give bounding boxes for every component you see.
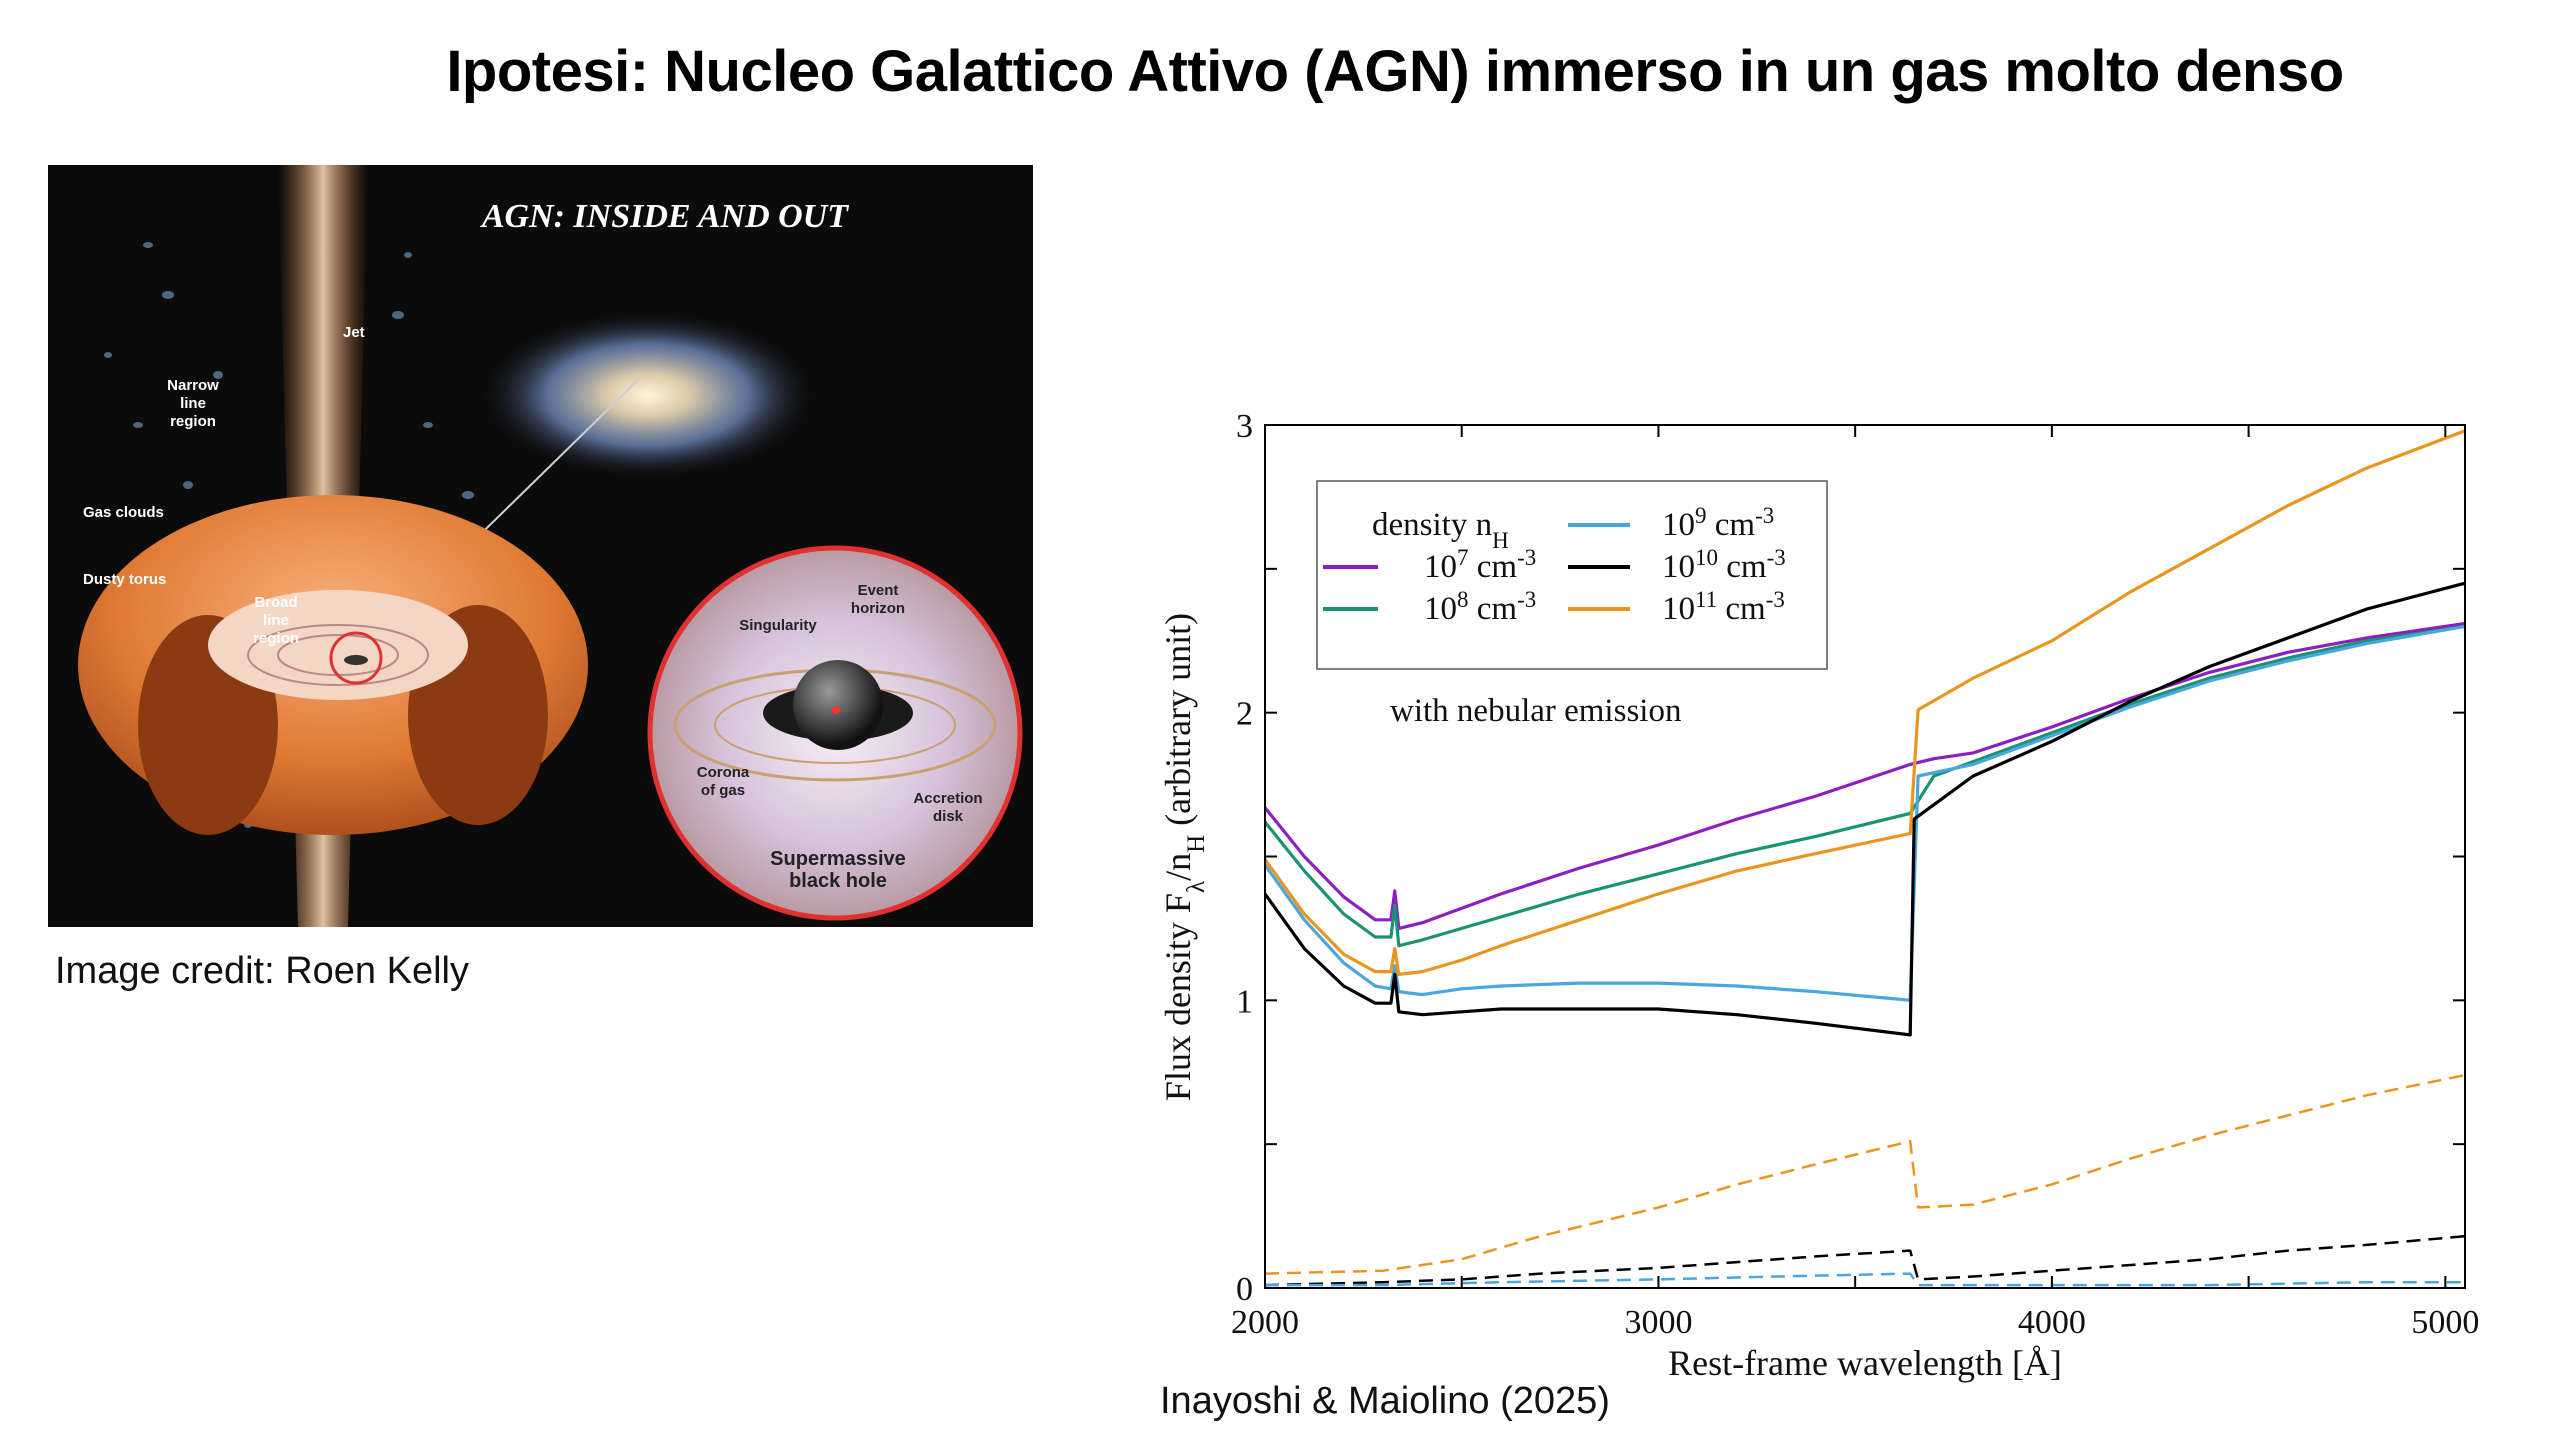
legend-label: 109 cm-3	[1662, 503, 1774, 544]
x-tick-label: 2000	[1231, 1304, 1299, 1341]
label-narrow-1: Narrow	[167, 377, 219, 394]
label-accretion-1: Accretion	[913, 790, 982, 807]
series-line-2	[1263, 624, 2466, 1002]
black-hole-inset	[647, 545, 1023, 921]
ticks-layer: 2000 3000 4000 5000 0 1 2 3	[1231, 408, 2479, 1341]
series-layer	[1263, 429, 2466, 1287]
label-event-1: Event	[858, 582, 899, 599]
series-line-5	[1264, 1073, 2466, 1275]
y-tick-label: 0	[1236, 1271, 1253, 1308]
series-line-3	[1263, 581, 2466, 1037]
x-axis-label: Rest-frame wavelength [Å]	[1668, 1343, 2062, 1383]
series-line-7	[1265, 1272, 2465, 1287]
y-tick-label: 1	[1236, 983, 1253, 1020]
label-smbh-2: black hole	[789, 870, 887, 892]
image-credit: Image credit: Roen Kelly	[55, 950, 469, 992]
chart-annotation: with nebular emission	[1390, 693, 1681, 729]
label-broad-1: Broad	[254, 594, 297, 611]
label-narrow-2: line	[180, 395, 206, 412]
legend-label: 108 cm-3	[1424, 587, 1536, 628]
illustration-heading: AGN: INSIDE AND OUT	[480, 198, 849, 235]
y-tick-label: 3	[1236, 408, 1253, 445]
label-narrow-3: region	[170, 413, 216, 430]
label-gas-clouds: Gas clouds	[83, 504, 164, 521]
x-tick-label: 4000	[2018, 1304, 2086, 1341]
label-broad-2: line	[263, 612, 289, 629]
x-tick-label: 3000	[1624, 1304, 1692, 1341]
x-tick-label: 5000	[2411, 1304, 2479, 1341]
slide-title: Ipotesi: Nucleo Galattico Attivo (AGN) i…	[446, 39, 2344, 104]
agn-illustration: AGN: INSIDE AND OUT Jet Narrow line regi…	[48, 165, 1033, 927]
galaxy-shape	[478, 310, 818, 480]
series-line-1	[1263, 624, 2466, 948]
legend-label: 107 cm-3	[1424, 545, 1536, 586]
y-axis-label: Flux density Fλ/nH (arbitrary unit)	[1158, 613, 1210, 1101]
legend-label: 1011 cm-3	[1662, 587, 1785, 628]
citation: Inayoshi & Maiolino (2025)	[1160, 1380, 1610, 1422]
label-broad-3: region	[253, 630, 299, 647]
label-jet: Jet	[343, 324, 365, 341]
legend-label: 1010 cm-3	[1662, 545, 1786, 586]
label-corona-2: of gas	[701, 782, 745, 799]
label-singularity: Singularity	[739, 617, 817, 634]
series-line-4	[1263, 429, 2466, 976]
y-tick-label: 2	[1236, 696, 1253, 733]
series-line-6	[1264, 1234, 2466, 1287]
legend-box	[1316, 480, 1828, 670]
label-accretion-2: disk	[933, 808, 964, 825]
spectrum-chart: 2000 3000 4000 5000 0 1 2 3 Flux density Fλ/nH …	[1150, 395, 2490, 1385]
label-dusty-torus: Dusty torus	[83, 571, 166, 588]
label-corona-1: Corona	[697, 764, 750, 781]
chart-svg: 2000 3000 4000 5000 0 1 2 3 Flux density Fλ/nH …	[1158, 408, 2479, 1383]
legend-title: density nH	[1372, 507, 1509, 553]
label-event-2: horizon	[851, 600, 905, 617]
label-smbh-1: Supermassive	[770, 848, 906, 870]
